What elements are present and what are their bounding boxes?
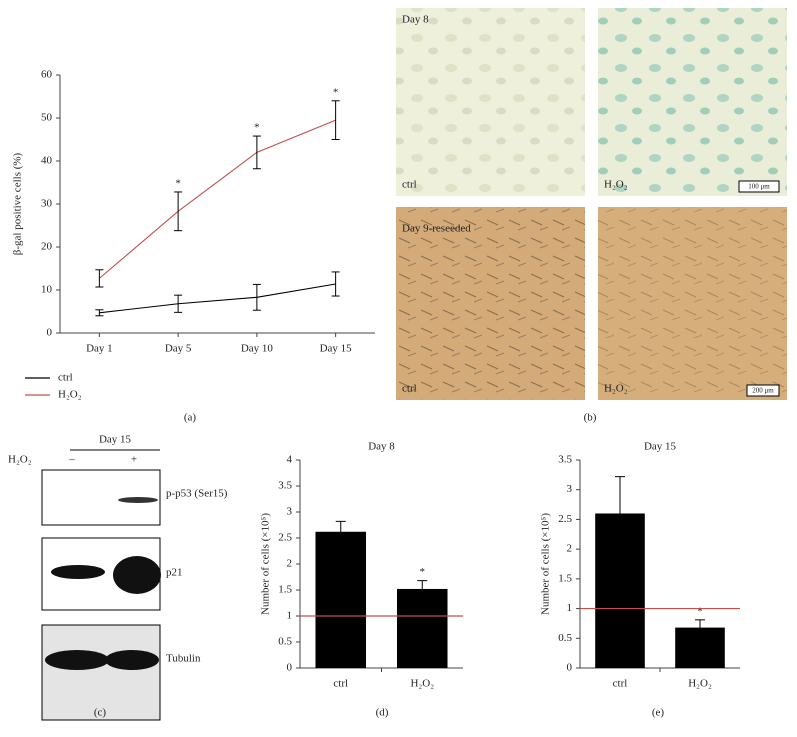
y-tick-label: 4: [287, 454, 293, 466]
scale-bar: [738, 180, 780, 193]
y-tick-label: 3.5: [278, 480, 292, 492]
panel-label: (c): [94, 707, 107, 719]
chart-title: Day 8: [368, 441, 395, 453]
x-tick-label: Day 10: [241, 343, 274, 355]
micrographs: Day 8 ctrl H₂O₂ 100 μm Day 9-reseeded ct…: [396, 8, 787, 424]
y-axis-label: Number of cells (×10⁵): [260, 513, 272, 615]
band-label: Tubulin: [166, 653, 201, 665]
scale-bar: [746, 384, 780, 397]
y-tick-label: 0: [567, 662, 573, 674]
x-tick-label: H₂O₂: [410, 678, 434, 690]
panel-label: (d): [376, 707, 389, 719]
blot-treatment: H₂O₂: [8, 454, 32, 466]
image-label: ctrl: [402, 383, 417, 395]
band: [113, 556, 161, 594]
x-tick-label: ctrl: [333, 678, 348, 690]
bar: [396, 588, 448, 668]
significance: *: [697, 605, 703, 617]
y-tick-label: 0: [287, 662, 293, 674]
band-label: p21: [166, 567, 183, 579]
y-axis-label: β-gal positive cells (%): [12, 152, 24, 255]
panel-label: (e): [652, 707, 665, 719]
legend-label: H₂O₂: [58, 389, 82, 401]
band: [105, 650, 159, 670]
y-tick-label: 50: [41, 112, 53, 124]
y-tick-label: 2: [567, 543, 573, 555]
x-tick-label: H₂O₂: [688, 678, 712, 690]
y-tick-label: 3: [567, 483, 573, 495]
significance: *: [420, 566, 426, 578]
y-tick-label: 0.5: [558, 632, 572, 644]
y-tick-label: 0: [47, 327, 53, 339]
image-label: H₂O₂: [604, 383, 628, 395]
band: [118, 497, 158, 503]
y-tick-label: 3.5: [558, 454, 572, 466]
panel-label: (b): [584, 412, 597, 424]
legend-label: ctrl: [58, 372, 73, 384]
y-tick-label: 2.5: [278, 532, 292, 544]
y-axis-label: Number of cells (×10⁵): [540, 513, 552, 615]
blot-day: Day 15: [99, 434, 132, 446]
image-label: ctrl: [402, 179, 417, 191]
x-tick-label: Day 5: [165, 343, 192, 355]
x-tick-label: ctrl: [613, 678, 628, 690]
scale-label: 200 μm: [752, 387, 774, 395]
y-tick-label: 40: [41, 155, 53, 167]
y-tick-label: 1.5: [558, 572, 572, 584]
x-tick-label: Day 1: [86, 343, 113, 355]
scale-label: 100 μm: [748, 183, 770, 191]
series-line: [99, 283, 336, 314]
image-texture: [396, 8, 585, 196]
lane-label: –: [68, 454, 75, 466]
y-tick-label: 1.5: [278, 584, 292, 596]
band-label: p-p53 (Ser15): [166, 488, 228, 500]
image-label: Day 9-reseeded: [402, 223, 471, 235]
y-tick-label: 20: [41, 241, 53, 253]
y-tick-label: 3: [287, 506, 293, 518]
image-label: H₂O₂: [604, 179, 628, 191]
significance: *: [254, 122, 260, 134]
band: [45, 650, 109, 670]
y-tick-label: 1: [287, 610, 293, 622]
y-tick-label: 60: [41, 69, 53, 81]
image-texture: [396, 207, 585, 400]
chart-title: Day 15: [644, 441, 677, 453]
western-blot: Day 15 H₂O₂ – + p-p53 (Ser15) p21 Tubuli…: [8, 434, 228, 721]
y-tick-label: 30: [41, 198, 53, 210]
series-line: [99, 119, 336, 279]
blot-box: [41, 624, 161, 721]
bar: [315, 531, 367, 668]
lane-label: +: [131, 454, 137, 466]
panel-label: (a): [184, 412, 197, 424]
y-tick-label: 2: [287, 558, 293, 570]
band: [51, 565, 105, 579]
y-tick-label: 0.5: [278, 636, 292, 648]
image-texture: [598, 8, 787, 196]
significance: *: [333, 86, 339, 98]
y-tick-label: 1: [567, 602, 573, 614]
y-tick-label: 2.5: [558, 513, 572, 525]
image-label: Day 8: [402, 14, 429, 26]
x-tick-label: Day 15: [320, 343, 353, 355]
y-tick-label: 10: [41, 284, 53, 296]
image-texture: [598, 207, 787, 400]
significance: *: [175, 177, 181, 189]
